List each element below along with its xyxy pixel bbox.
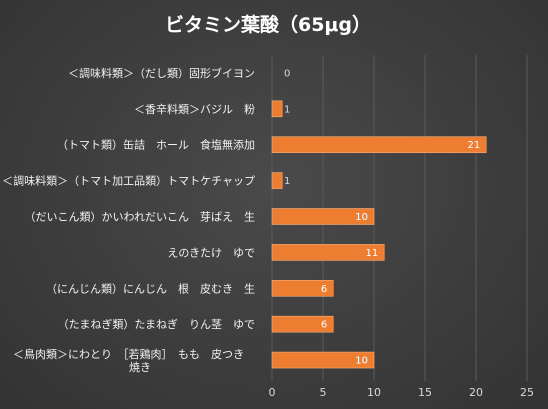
data-labels: 0 1 21 1 10 11 6 6 10 [284,68,480,366]
category-label: ＜調味料類＞（だし類）固形ブイヨン [68,66,255,80]
bar [271,351,375,369]
category-label: （だいこん類）かいわれだいこん 芽ばえ 生 [25,210,255,224]
category-label: ＜調味料類＞（トマト加工品類）トマトケチャップ [2,174,255,188]
x-tick-label: 0 [269,386,276,399]
x-axis-ticks: 0 5 10 15 20 25 [269,386,535,399]
x-tick-label: 25 [520,386,534,399]
bar [271,136,487,154]
x-tick-label: 5 [320,386,327,399]
category-label: えのきたけ ゆで [167,246,255,259]
chart-title: ビタミン葉酸（65μg） [165,13,371,36]
category-labels: ＜調味料類＞（だし類）固形ブイヨン ＜香辛料類＞バジル 粉 （トマト類）缶詰 ホール… [2,66,255,374]
bar [271,244,385,261]
data-label: 1 [284,176,290,187]
x-tick-label: 15 [418,386,432,399]
x-tick-label: 10 [367,386,381,399]
bar [271,279,334,297]
category-label: （トマト類）缶詰 ホール 食塩無添加 [57,138,255,152]
bars [271,100,487,369]
data-label: 1 [284,104,290,115]
x-tick-label: 20 [469,386,483,399]
category-label: ＜鳥肉類＞にわとり ［若鶏肉］ もも 皮つき 焼き [13,347,255,374]
data-label: 11 [365,248,378,259]
category-label: （たまねぎ類）たまねぎ りん茎 ゆで [58,317,255,331]
data-label: 10 [355,356,368,367]
bar [271,100,283,118]
data-label: 6 [321,284,327,295]
data-label: 21 [467,140,480,151]
category-label: ＜香辛料類＞バジル 粉 [134,102,255,116]
data-label: 10 [355,212,368,223]
bar [271,172,283,189]
bar [271,315,334,333]
data-label: 0 [284,68,290,79]
data-label: 6 [321,320,327,331]
category-label: （にんじん類）にんじん 根 皮むき 生 [46,281,255,295]
bar [271,208,375,225]
